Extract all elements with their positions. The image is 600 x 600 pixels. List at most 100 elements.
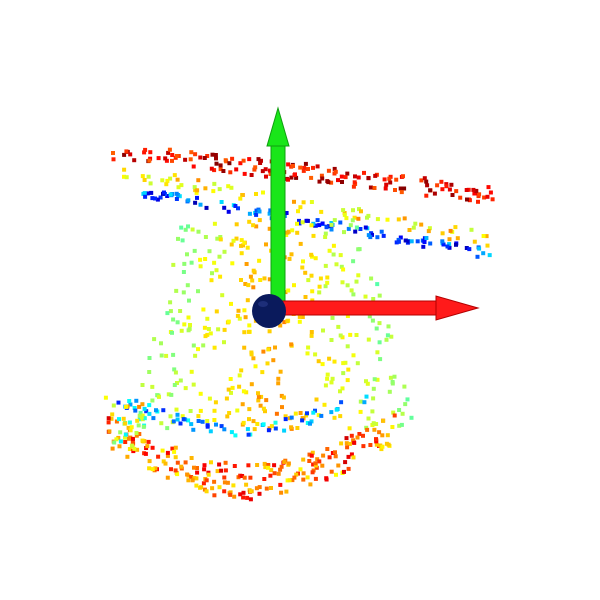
cloud-point	[329, 410, 334, 415]
cloud-point	[342, 230, 346, 235]
cloud-point	[137, 404, 142, 409]
cloud-point	[134, 433, 139, 438]
cloud-point	[400, 411, 405, 416]
cloud-point	[380, 444, 385, 449]
cloud-point	[325, 376, 330, 381]
cloud-point	[221, 169, 226, 173]
cloud-point	[387, 389, 392, 394]
cloud-point	[272, 463, 277, 468]
cloud-point	[249, 173, 254, 177]
cloud-point	[390, 425, 395, 429]
cloud-point	[144, 409, 149, 414]
cloud-point	[324, 225, 329, 230]
cloud-point	[234, 167, 239, 172]
cloud-point	[178, 378, 183, 383]
cloud-point	[472, 191, 477, 196]
cloud-point	[143, 194, 148, 199]
cloud-point	[453, 225, 458, 230]
cloud-point	[140, 383, 145, 387]
cloud-point	[236, 206, 240, 211]
cloud-point	[217, 462, 222, 467]
cloud-point	[201, 307, 206, 312]
cloud-point	[128, 152, 133, 157]
cloud-point	[305, 475, 310, 480]
cloud-point	[263, 465, 268, 470]
cloud-point	[266, 465, 270, 470]
cloud-point	[327, 248, 332, 253]
cloud-point	[203, 334, 208, 339]
cloud-point	[145, 444, 150, 449]
cloud-point	[301, 477, 306, 482]
cloud-point	[182, 322, 187, 327]
cloud-point	[162, 190, 166, 195]
cloud-point	[176, 185, 181, 190]
cloud-point	[114, 437, 119, 442]
cloud-point	[317, 284, 322, 289]
cloud-point	[208, 331, 213, 336]
cloud-point	[175, 177, 180, 182]
cloud-point	[340, 386, 345, 391]
cloud-point	[195, 195, 199, 200]
cloud-point	[183, 227, 188, 232]
cloud-point	[361, 433, 365, 438]
cloud-point	[325, 275, 330, 280]
cloud-point	[147, 356, 152, 360]
cloud-point	[142, 406, 147, 411]
cloud-point	[393, 188, 397, 192]
cloud-point	[365, 381, 370, 386]
cloud-point	[170, 158, 174, 163]
cloud-point	[196, 347, 200, 352]
cloud-point	[399, 422, 404, 427]
cloud-point	[245, 298, 250, 303]
cloud-point	[192, 476, 197, 481]
cloud-point	[239, 238, 244, 243]
cloud-point	[279, 464, 284, 469]
cloud-point	[205, 419, 210, 423]
cloud-point	[246, 463, 251, 468]
cloud-point	[203, 257, 208, 261]
cloud-point	[252, 427, 257, 432]
cloud-point	[341, 361, 346, 366]
cloud-point	[339, 264, 344, 269]
cloud-point	[198, 408, 203, 413]
cloud-point	[368, 443, 373, 447]
cloud-point	[229, 242, 234, 247]
cloud-point	[237, 384, 242, 389]
cloud-point	[377, 321, 382, 326]
cloud-point	[391, 410, 396, 415]
cloud-point	[189, 260, 194, 265]
cloud-point	[267, 226, 272, 231]
cloud-point	[175, 320, 180, 325]
cloud-point	[181, 290, 186, 295]
cloud-point	[358, 227, 363, 231]
cloud-point	[201, 481, 206, 486]
cloud-point	[388, 375, 393, 380]
cloud-point	[374, 437, 378, 442]
cloud-point	[301, 200, 306, 205]
cloud-point	[242, 330, 247, 335]
cloud-point	[180, 238, 185, 243]
cloud-point	[195, 188, 200, 193]
cloud-point	[128, 435, 133, 440]
cloud-point	[212, 408, 217, 413]
cloud-point	[228, 170, 233, 175]
cloud-point	[351, 259, 356, 264]
cloud-point	[242, 345, 247, 350]
cloud-point	[212, 221, 217, 226]
cloud-point	[326, 168, 331, 173]
cloud-point	[168, 300, 173, 305]
cloud-point	[136, 423, 141, 428]
cloud-point	[246, 283, 251, 288]
cloud-point	[261, 422, 266, 427]
cloud-point	[292, 475, 297, 480]
cloud-point	[319, 209, 324, 214]
cloud-point	[226, 209, 231, 214]
cloud-point	[147, 459, 152, 464]
cloud-point	[239, 368, 244, 373]
cloud-point	[377, 293, 382, 298]
cloud-point	[338, 333, 343, 338]
cloud-point	[276, 381, 281, 386]
